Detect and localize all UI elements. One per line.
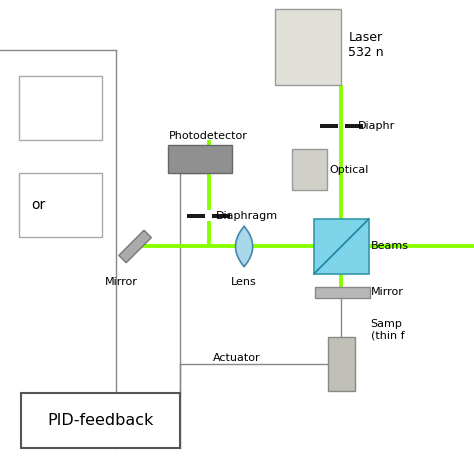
Text: PID-feedback: PID-feedback xyxy=(47,413,154,428)
Polygon shape xyxy=(119,230,151,263)
Bar xyxy=(19,76,102,140)
Text: Samp
(thin f: Samp (thin f xyxy=(371,319,404,340)
Bar xyxy=(21,393,180,448)
Text: Lens: Lens xyxy=(231,277,257,287)
Bar xyxy=(314,219,368,274)
Text: Actuator: Actuator xyxy=(213,353,261,363)
Bar xyxy=(292,149,327,190)
Text: Mirror: Mirror xyxy=(371,287,403,298)
Bar xyxy=(275,9,341,85)
Text: Diaphragm: Diaphragm xyxy=(216,210,278,221)
Text: Diaphr: Diaphr xyxy=(358,120,396,131)
Bar xyxy=(320,124,338,128)
Text: Laser
532 n: Laser 532 n xyxy=(348,31,384,59)
Text: Optical: Optical xyxy=(329,164,369,175)
Bar xyxy=(168,145,232,173)
Bar xyxy=(315,287,370,298)
Bar xyxy=(187,214,205,218)
Bar xyxy=(328,337,355,391)
Bar xyxy=(19,173,102,237)
Text: Mirror: Mirror xyxy=(104,277,137,287)
Bar xyxy=(212,214,230,218)
Text: Photodetector: Photodetector xyxy=(169,131,248,141)
Text: Beams: Beams xyxy=(371,241,409,252)
Polygon shape xyxy=(236,227,253,266)
Text: or: or xyxy=(31,198,45,212)
Bar xyxy=(345,124,363,128)
